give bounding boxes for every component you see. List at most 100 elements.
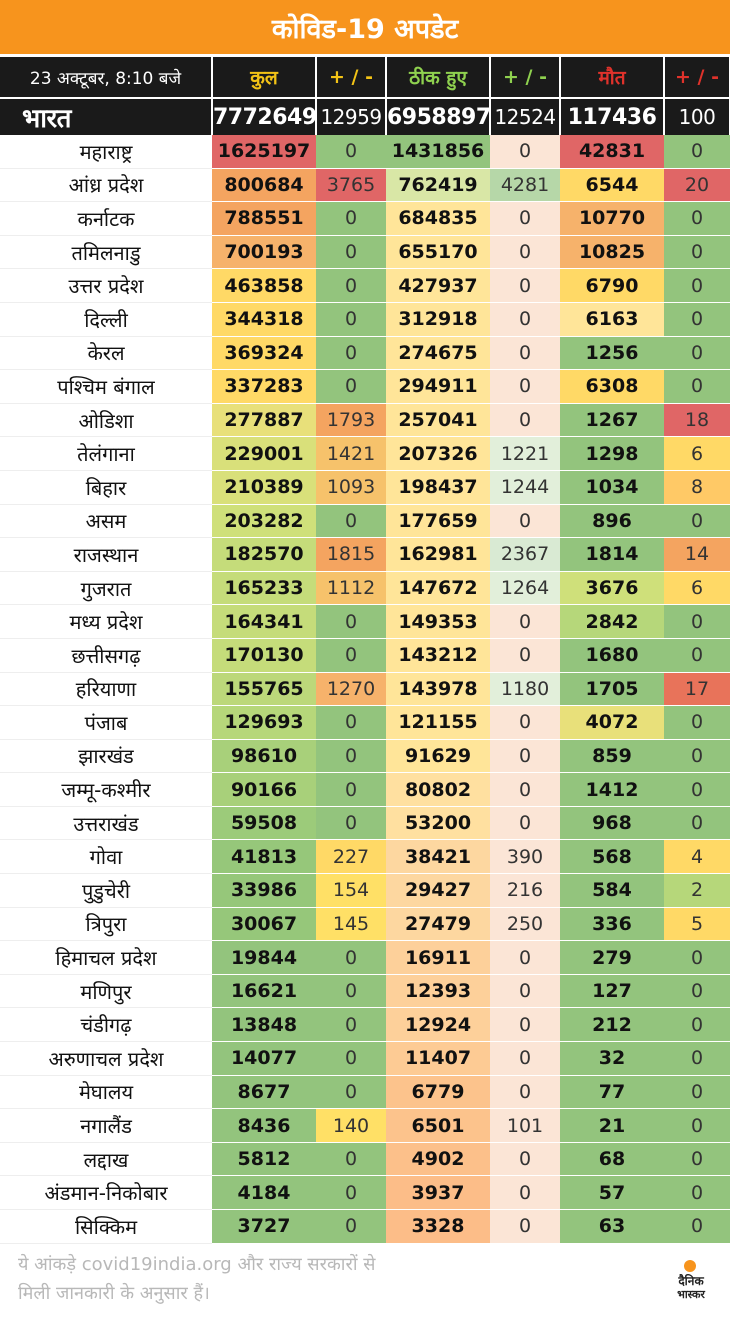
table-row: उत्तर प्रदेश 463858 0 427937 0 6790 0: [0, 268, 730, 303]
state-recovered-delta: 0: [490, 705, 560, 740]
state-deaths: 968: [560, 806, 664, 841]
state-deaths-delta: 0: [664, 504, 730, 539]
state-deaths: 6163: [560, 302, 664, 337]
state-deaths-delta: 20: [664, 168, 730, 203]
state-deaths: 57: [560, 1175, 664, 1210]
state-total-delta: 0: [316, 1209, 386, 1244]
source-note: ये आंकड़े covid19india.org और राज्य सरका…: [18, 1250, 375, 1308]
state-name: ओडिशा: [0, 403, 212, 438]
state-total: 344318: [212, 302, 316, 337]
state-total-delta: 0: [316, 705, 386, 740]
state-total-delta: 0: [316, 1142, 386, 1177]
state-recovered: 6501: [386, 1108, 490, 1143]
state-recovered-delta: 0: [490, 1209, 560, 1244]
state-recovered: 257041: [386, 403, 490, 438]
state-recovered: 38421: [386, 839, 490, 875]
state-recovered: 11407: [386, 1041, 490, 1076]
header-date: 23 अक्टूबर, 8:10 बजे: [0, 54, 213, 98]
state-total-delta: 0: [316, 974, 386, 1009]
state-deaths-delta: 5: [664, 907, 730, 942]
state-recovered-delta: 0: [490, 369, 560, 404]
dainik-bhaskar-logo: दैनिक भास्कर: [664, 1259, 718, 1304]
state-recovered-delta: 390: [490, 839, 560, 875]
state-deaths-delta: 0: [664, 1041, 730, 1076]
state-deaths: 584: [560, 873, 664, 908]
state-deaths-delta: 0: [664, 1007, 730, 1043]
state-total: 463858: [212, 268, 316, 303]
state-name: कर्नाटक: [0, 201, 212, 236]
state-recovered: 762419: [386, 168, 490, 203]
state-name: छत्तीसगढ़: [0, 638, 212, 673]
state-total: 203282: [212, 504, 316, 539]
state-recovered-delta: 0: [490, 638, 560, 673]
state-name: महाराष्ट्र: [0, 135, 212, 169]
state-total: 90166: [212, 772, 316, 807]
state-name: तमिलनाडु: [0, 235, 212, 270]
state-total: 13848: [212, 1007, 316, 1043]
state-total: 229001: [212, 436, 316, 471]
state-deaths-delta: 0: [664, 336, 730, 371]
state-deaths-delta: 0: [664, 940, 730, 975]
table-row: हरियाणा 155765 1270 143978 1180 1705 17: [0, 672, 730, 707]
state-recovered-delta: 0: [490, 1007, 560, 1043]
state-recovered-delta: 0: [490, 302, 560, 337]
table-row: त्रिपुरा 30067 145 27479 250 336 5: [0, 907, 730, 942]
state-total-delta: 0: [316, 135, 386, 169]
state-name: लद्दाख: [0, 1142, 212, 1177]
state-total-delta: 0: [316, 268, 386, 303]
table-row: गुजरात 165233 1112 147672 1264 3676 6: [0, 571, 730, 606]
state-deaths: 6544: [560, 168, 664, 203]
table-row: जम्मू-कश्मीर 90166 0 80802 0 1412 0: [0, 772, 730, 807]
state-total-delta: 1815: [316, 537, 386, 572]
state-name: चंडीगढ़: [0, 1007, 212, 1043]
state-total-delta: 0: [316, 940, 386, 975]
table-row: आंध्र प्रदेश 800684 3765 762419 4281 6544 20: [0, 168, 730, 203]
table-row: मेघालय 8677 0 6779 0 77 0: [0, 1075, 730, 1110]
state-deaths: 21: [560, 1108, 664, 1143]
state-deaths-delta: 18: [664, 403, 730, 438]
state-total: 59508: [212, 806, 316, 841]
state-total: 16621: [212, 974, 316, 1009]
state-name: असम: [0, 504, 212, 539]
state-total: 800684: [212, 168, 316, 203]
state-deaths-delta: 8: [664, 470, 730, 505]
footer: ये आंकड़े covid19india.org और राज्य सरका…: [0, 1244, 730, 1316]
state-total: 4184: [212, 1175, 316, 1210]
header-deaths-delta: + / -: [664, 54, 730, 98]
state-name: गोवा: [0, 839, 212, 875]
state-total: 182570: [212, 537, 316, 572]
table-row: तेलंगाना 229001 1421 207326 1221 1298 6: [0, 436, 730, 471]
state-deaths: 1256: [560, 336, 664, 371]
state-total-delta: 0: [316, 604, 386, 639]
state-deaths: 212: [560, 1007, 664, 1043]
state-deaths: 32: [560, 1041, 664, 1076]
state-name: मेघालय: [0, 1075, 212, 1110]
state-deaths: 127: [560, 974, 664, 1009]
state-deaths: 10770: [560, 201, 664, 236]
state-deaths: 6790: [560, 268, 664, 303]
state-deaths-delta: 6: [664, 436, 730, 471]
state-total: 19844: [212, 940, 316, 975]
state-recovered-delta: 101: [490, 1108, 560, 1143]
state-total-delta: 0: [316, 1075, 386, 1110]
table-row: नगालैंड 8436 140 6501 101 21 0: [0, 1108, 730, 1143]
state-total-delta: 0: [316, 638, 386, 673]
state-name: राजस्थान: [0, 537, 212, 572]
state-total-delta: 0: [316, 772, 386, 807]
state-recovered: 91629: [386, 739, 490, 774]
state-recovered-delta: 0: [490, 336, 560, 371]
state-total: 277887: [212, 403, 316, 438]
header-total-delta: + / -: [316, 54, 387, 98]
state-recovered: 143212: [386, 638, 490, 673]
state-total: 33986: [212, 873, 316, 908]
state-recovered-delta: 0: [490, 235, 560, 270]
table-row: हिमाचल प्रदेश 19844 0 16911 0 279 0: [0, 940, 730, 975]
state-deaths: 568: [560, 839, 664, 875]
state-name: गुजरात: [0, 571, 212, 606]
state-deaths-delta: 0: [664, 268, 730, 303]
state-deaths-delta: 0: [664, 1142, 730, 1177]
table-row: राजस्थान 182570 1815 162981 2367 1814 14: [0, 537, 730, 572]
logo-text-1: दैनिक: [678, 1273, 704, 1288]
state-recovered-delta: 250: [490, 907, 560, 942]
state-total-delta: 3765: [316, 168, 386, 203]
